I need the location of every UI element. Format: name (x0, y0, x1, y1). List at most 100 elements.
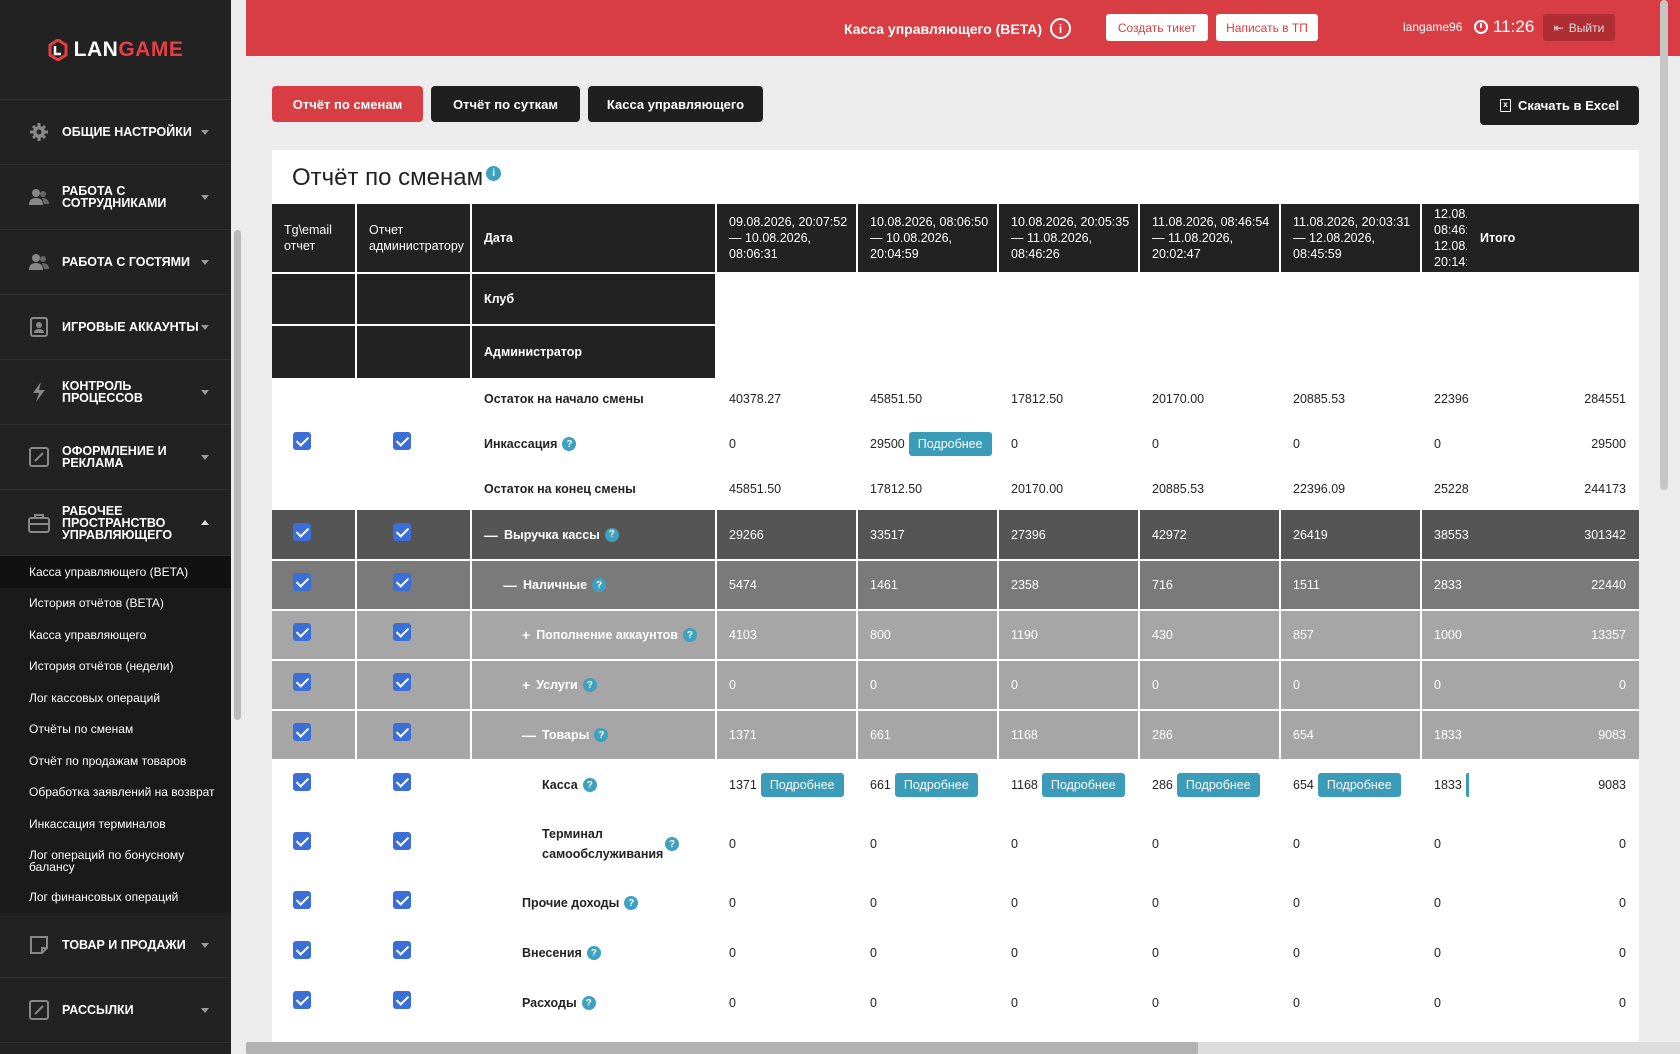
sidebar-subitem-4[interactable]: Лог кассовых операций (29, 690, 161, 705)
write-support-button[interactable]: Написать в ТП (1216, 14, 1318, 41)
value-cell: 0 (717, 979, 856, 1027)
horizontal-scrollbar-thumb[interactable] (246, 1042, 1198, 1054)
details-button[interactable]: Подробнее (894, 773, 978, 797)
checkbox[interactable] (392, 573, 411, 591)
value: 1371 (729, 728, 757, 742)
details-button[interactable]: Подробнее (1176, 773, 1260, 797)
collapse-icon[interactable]: — (522, 727, 536, 743)
help-icon[interactable]: ? (594, 728, 609, 742)
info-icon[interactable]: i (486, 166, 502, 181)
logo-text-left: LAN (73, 37, 119, 61)
sidebar-section-top-2[interactable]: РАБОТА С ГОСТЯМИ (0, 230, 231, 295)
shift-date-header: 11.08.2026, 20:03:31 — 12.08.2026, 08:45… (1281, 204, 1420, 272)
tab-manager-cash[interactable]: Касса управляющего (588, 86, 763, 122)
help-icon[interactable]: ? (586, 946, 601, 960)
total-cell: 0 (1469, 811, 1639, 877)
checkbox[interactable] (292, 941, 311, 959)
sidebar-subitem-1[interactable]: История отчётов (BETA) (29, 596, 164, 611)
tab-daily-report[interactable]: Отчёт по суткам (431, 86, 580, 122)
help-icon[interactable]: ? (682, 628, 697, 642)
sidebar-subitem-3[interactable]: История отчётов (недели) (29, 659, 174, 674)
checkbox[interactable] (292, 723, 311, 741)
checkbox[interactable] (292, 673, 311, 691)
collapse-icon[interactable]: — (503, 577, 517, 593)
value-cell: 654 Подробнее (1281, 761, 1420, 809)
checkbox[interactable] (392, 522, 411, 541)
checkbox[interactable] (292, 432, 311, 450)
sidebar-section-top-6[interactable]: РАБОЧЕЕ ПРОСТРАНСТВО УПРАВЛЯЮЩЕГО (0, 490, 231, 556)
value: 0 (1011, 946, 1018, 960)
details-button[interactable] (1465, 773, 1470, 797)
tg-report-header: Tg\email отчет (272, 204, 355, 272)
help-icon[interactable]: ? (665, 837, 679, 851)
checkbox[interactable] (292, 573, 311, 591)
sidebar-section-top-3[interactable]: ИГРОВЫЕ АККАУНТЫ (0, 295, 231, 360)
value-cell: 661 Подробнее (858, 761, 997, 809)
checkbox[interactable] (392, 891, 411, 909)
checkbox[interactable] (292, 991, 311, 1009)
sidebar-section-top-5[interactable]: ОФОРМЛЕНИЕ И РЕКЛАМА (0, 425, 231, 490)
row-label: Инкассация? (472, 420, 715, 468)
details-button[interactable]: Подробнее (760, 773, 844, 797)
help-icon[interactable]: ? (582, 778, 597, 792)
checkbox[interactable] (392, 991, 411, 1009)
checkbox[interactable] (392, 773, 411, 791)
create-ticket-button[interactable]: Создать тикет (1106, 14, 1208, 41)
help-icon[interactable]: ? (582, 678, 597, 692)
sidebar-section-top-0[interactable]: ОБЩИЕ НАСТРОЙКИ (0, 100, 231, 165)
sidebar-section-top-1[interactable]: РАБОТА С СОТРУДНИКАМИ (0, 165, 231, 230)
sidebar-subitem-8[interactable]: Инкассация терминалов (29, 816, 166, 831)
checkbox[interactable] (292, 522, 311, 541)
row-label: Прочие доходы? (472, 879, 715, 927)
checkbox[interactable] (392, 832, 411, 850)
details-button[interactable]: Подробнее (1041, 773, 1125, 797)
checkbox[interactable] (392, 432, 411, 450)
checkbox[interactable] (292, 891, 311, 909)
sidebar-section-bottom-0[interactable]: ТОВАР И ПРОДАЖИ (0, 913, 231, 978)
checkbox[interactable] (392, 723, 411, 741)
sidebar-subitem-9[interactable]: Лог операций по бонусному балансу (29, 847, 185, 874)
page-scrollbar[interactable] (1660, 0, 1668, 490)
help-icon[interactable]: ? (592, 578, 607, 592)
row-label: Терминал самообслуживания? (472, 811, 715, 877)
sidebar-section-label: РАБОТА С ГОСТЯМИ (62, 255, 191, 269)
help-icon[interactable]: ? (581, 996, 596, 1010)
sidebar-subitem-0[interactable]: Касса управляющего (BETA) (0, 556, 231, 588)
logo[interactable]: LANGAME (0, 0, 231, 100)
total-cell: 29500 (1469, 420, 1639, 468)
help-icon[interactable]: ? (604, 527, 619, 542)
checkbox[interactable] (292, 623, 311, 641)
value-cell: 0 (999, 929, 1138, 977)
value-cell: 1190 (999, 611, 1138, 659)
sidebar-subitem-2[interactable]: Касса управляющего (29, 627, 147, 642)
sidebar-subitem-7[interactable]: Обработка заявлений на возврат (29, 785, 215, 800)
checkbox[interactable] (392, 941, 411, 959)
value-cell: 800 (858, 611, 997, 659)
sidebar-section-bottom-1[interactable]: РАССЫЛКИ (0, 978, 231, 1043)
expand-icon[interactable]: + (522, 677, 531, 693)
collapse-icon[interactable]: — (484, 526, 498, 543)
checkbox[interactable] (292, 773, 311, 791)
download-excel-button[interactable]: x Скачать в Excel (1480, 86, 1639, 125)
checkbox[interactable] (392, 623, 411, 641)
logo-text-right: GAME (118, 37, 184, 61)
excel-icon: x (1499, 99, 1511, 112)
sidebar-section-top-4[interactable]: КОНТРОЛЬ ПРОЦЕССОВ (0, 360, 231, 425)
details-button[interactable]: Подробнее (908, 432, 992, 456)
value-cell: 0 (1422, 929, 1472, 977)
help-icon[interactable]: ? (562, 437, 577, 451)
horizontal-scrollbar[interactable] (246, 1042, 1680, 1054)
details-button[interactable]: Подробнее (1317, 773, 1401, 797)
info-icon[interactable]: i (1050, 18, 1072, 39)
expand-icon[interactable]: + (522, 627, 531, 643)
sidebar-subitem-5[interactable]: Отчёты по сменам (29, 722, 134, 737)
sidebar-subitem-10[interactable]: Лог финансовых операций (29, 890, 179, 905)
sidebar-scrollbar[interactable] (234, 230, 241, 720)
logout-button[interactable]: ⇤ Выйти (1543, 14, 1615, 41)
tab-shift-report[interactable]: Отчёт по сменам (272, 86, 423, 122)
checkbox[interactable] (392, 673, 411, 691)
checkbox[interactable] (292, 832, 311, 850)
sidebar-subitem-6[interactable]: Отчёт по продажам товаров (29, 753, 187, 768)
value: 0 (1011, 437, 1018, 451)
help-icon[interactable]: ? (624, 896, 639, 910)
